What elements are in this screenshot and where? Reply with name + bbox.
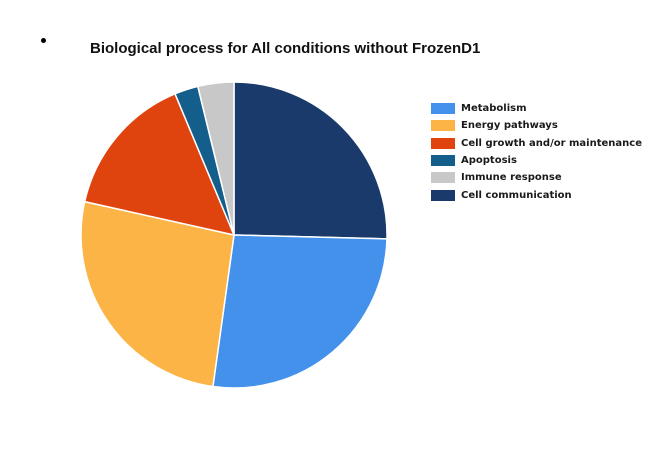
legend-swatch bbox=[431, 189, 455, 201]
chart-title: Biological process for All conditions wi… bbox=[90, 40, 481, 57]
pie-slice-cell-growth-and-or-maintenance bbox=[83, 92, 236, 237]
pie-slice-immune-response bbox=[196, 81, 235, 236]
legend-label: Cell communication bbox=[461, 189, 572, 201]
legend-item-cell-growth-and-or-maintenance: Cell growth and/or maintenance bbox=[431, 135, 642, 152]
legend-item-immune-response: Immune response bbox=[431, 169, 642, 186]
legend-swatch bbox=[431, 137, 455, 149]
legend-swatch bbox=[431, 120, 455, 132]
legend-item-cell-communication: Cell communication bbox=[431, 186, 642, 203]
legend-item-apoptosis: Apoptosis bbox=[431, 152, 642, 169]
legend-label: Apoptosis bbox=[461, 155, 517, 167]
chart-legend: Metabolism Energy pathways Cell growth and… bbox=[431, 100, 642, 204]
legend-item-metabolism: Metabolism bbox=[431, 100, 642, 117]
pie-slice-energy-pathways bbox=[80, 200, 235, 388]
legend-label: Cell growth and/or maintenance bbox=[461, 137, 642, 149]
pie-slice-metabolism bbox=[212, 234, 388, 389]
legend-label: Energy pathways bbox=[461, 120, 558, 132]
legend-swatch bbox=[431, 172, 455, 184]
legend-swatch bbox=[431, 103, 455, 115]
pie-slice-cell-communication bbox=[233, 81, 388, 240]
legend-item-energy-pathways: Energy pathways bbox=[431, 117, 642, 134]
bullet-point bbox=[41, 38, 46, 43]
legend-label: Immune response bbox=[461, 172, 562, 184]
legend-label: Metabolism bbox=[461, 103, 527, 115]
legend-swatch bbox=[431, 155, 455, 167]
